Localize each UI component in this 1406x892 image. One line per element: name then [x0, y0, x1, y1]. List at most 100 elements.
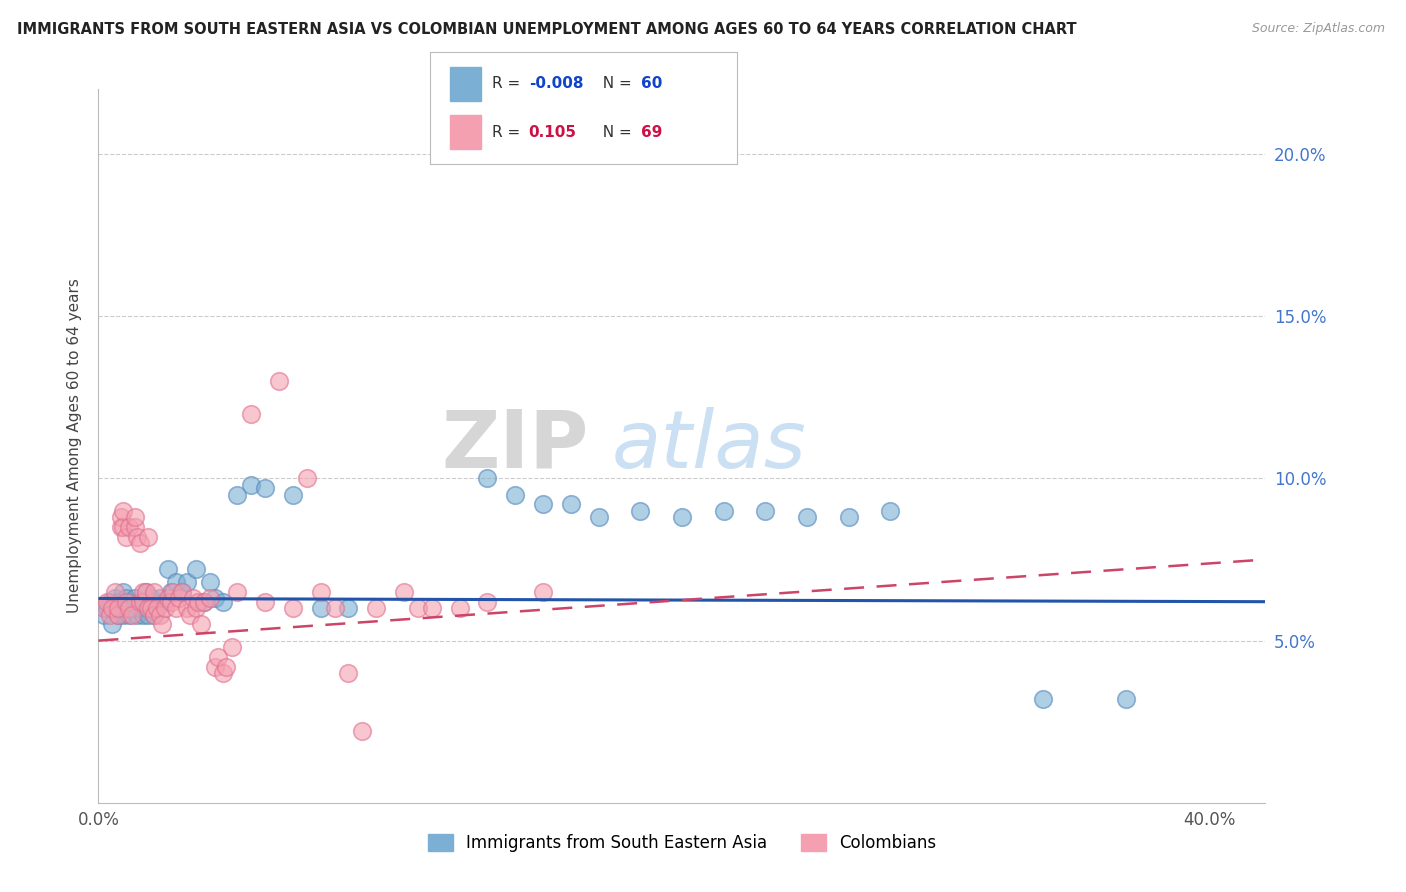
- Point: [170, 585, 193, 599]
- Point: [148, 607, 170, 622]
- Point: [366, 601, 388, 615]
- Point: [107, 607, 129, 622]
- Point: [107, 607, 129, 622]
- Point: [121, 601, 143, 615]
- Text: N =: N =: [593, 125, 637, 140]
- Point: [181, 591, 204, 606]
- Text: Source: ZipAtlas.com: Source: ZipAtlas.com: [1251, 22, 1385, 36]
- Point: [754, 504, 776, 518]
- Point: [96, 595, 118, 609]
- Point: [141, 591, 163, 606]
- Point: [115, 601, 138, 615]
- Point: [337, 666, 360, 681]
- Point: [193, 595, 215, 609]
- Point: [1115, 692, 1137, 706]
- Point: [309, 601, 332, 615]
- Point: [628, 504, 651, 518]
- Point: [176, 575, 198, 590]
- Point: [138, 607, 160, 622]
- Point: [121, 607, 143, 622]
- Point: [406, 601, 429, 615]
- Point: [150, 617, 173, 632]
- Point: [337, 601, 360, 615]
- Point: [588, 510, 610, 524]
- Point: [207, 649, 229, 664]
- Point: [124, 520, 146, 534]
- Point: [104, 601, 127, 615]
- Point: [212, 666, 235, 681]
- Point: [141, 601, 163, 615]
- Point: [101, 601, 124, 615]
- Point: [323, 601, 346, 615]
- Point: [190, 617, 212, 632]
- Point: [129, 595, 152, 609]
- Point: [132, 595, 155, 609]
- Point: [165, 575, 187, 590]
- Point: [193, 595, 215, 609]
- Point: [267, 374, 290, 388]
- Text: atlas: atlas: [612, 407, 807, 485]
- Point: [129, 601, 152, 615]
- Text: 0.105: 0.105: [529, 125, 576, 140]
- Point: [110, 601, 132, 615]
- Point: [281, 488, 304, 502]
- Point: [187, 595, 209, 609]
- Point: [838, 510, 860, 524]
- Point: [127, 530, 149, 544]
- Point: [129, 595, 152, 609]
- Point: [146, 601, 169, 615]
- Point: [477, 595, 499, 609]
- Point: [93, 607, 115, 622]
- Point: [110, 510, 132, 524]
- Point: [124, 591, 146, 606]
- Text: -0.008: -0.008: [529, 76, 583, 91]
- Point: [477, 471, 499, 485]
- Point: [112, 585, 135, 599]
- Point: [352, 724, 374, 739]
- Point: [170, 585, 193, 599]
- Point: [156, 562, 179, 576]
- Point: [295, 471, 318, 485]
- Point: [560, 497, 582, 511]
- Point: [98, 595, 121, 609]
- Text: N =: N =: [593, 76, 637, 91]
- Point: [796, 510, 818, 524]
- Point: [146, 601, 169, 615]
- Point: [879, 504, 901, 518]
- Point: [129, 536, 152, 550]
- Point: [101, 617, 124, 632]
- Point: [132, 607, 155, 622]
- Point: [281, 601, 304, 615]
- Point: [1032, 692, 1054, 706]
- Point: [98, 607, 121, 622]
- Point: [143, 585, 166, 599]
- Point: [226, 488, 249, 502]
- Point: [153, 595, 176, 609]
- Text: R =: R =: [492, 76, 526, 91]
- Point: [215, 659, 238, 673]
- Point: [143, 607, 166, 622]
- Point: [143, 595, 166, 609]
- Legend: Immigrants from South Eastern Asia, Colombians: Immigrants from South Eastern Asia, Colo…: [422, 827, 942, 859]
- Point: [221, 640, 243, 654]
- Point: [112, 607, 135, 622]
- Y-axis label: Unemployment Among Ages 60 to 64 years: Unemployment Among Ages 60 to 64 years: [66, 278, 82, 614]
- Point: [138, 601, 160, 615]
- Point: [118, 607, 141, 622]
- Point: [184, 562, 207, 576]
- Point: [240, 407, 263, 421]
- Point: [112, 520, 135, 534]
- Point: [240, 478, 263, 492]
- Text: IMMIGRANTS FROM SOUTH EASTERN ASIA VS COLOMBIAN UNEMPLOYMENT AMONG AGES 60 TO 64: IMMIGRANTS FROM SOUTH EASTERN ASIA VS CO…: [17, 22, 1077, 37]
- Point: [204, 591, 226, 606]
- Point: [96, 601, 118, 615]
- Point: [118, 601, 141, 615]
- Point: [226, 585, 249, 599]
- Point: [392, 585, 415, 599]
- Point: [153, 601, 176, 615]
- Point: [93, 601, 115, 615]
- Point: [110, 520, 132, 534]
- Point: [449, 601, 471, 615]
- Point: [118, 520, 141, 534]
- Point: [212, 595, 235, 609]
